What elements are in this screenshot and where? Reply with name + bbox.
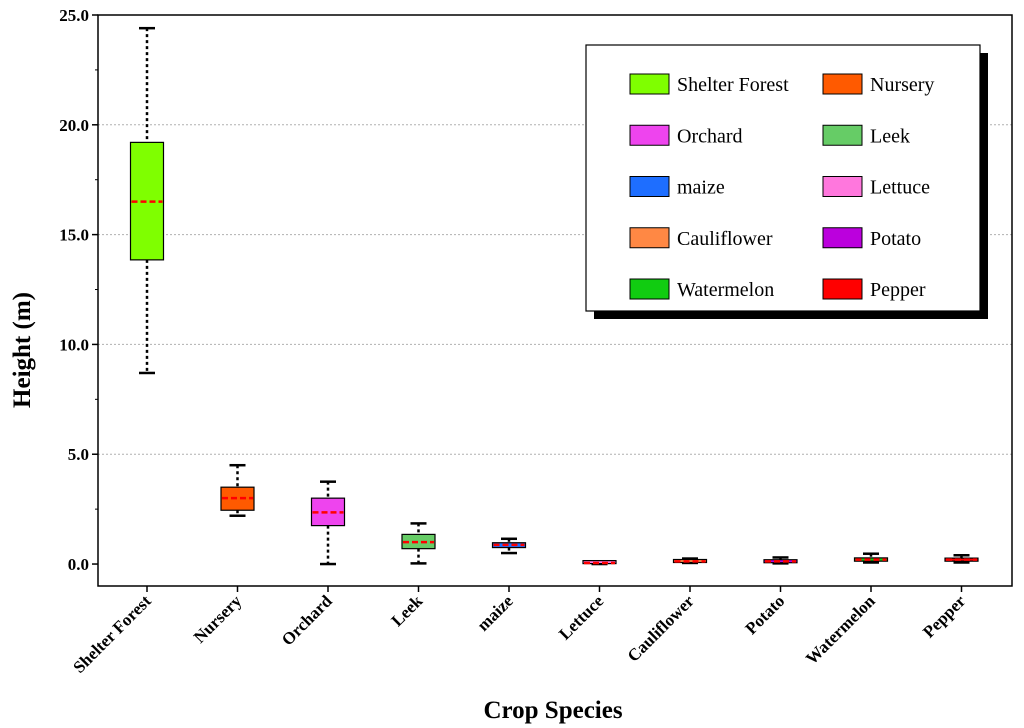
legend-swatch bbox=[822, 124, 863, 146]
box bbox=[401, 533, 436, 550]
box bbox=[763, 559, 798, 564]
legend-label: Lettuce bbox=[870, 177, 930, 199]
box bbox=[853, 557, 889, 562]
box bbox=[491, 542, 527, 549]
legend-swatch bbox=[629, 278, 670, 300]
x-tick-label: Potato bbox=[742, 591, 789, 638]
y-tick-label: 10.0 bbox=[59, 335, 89, 354]
x-tick-label: Leek bbox=[388, 591, 427, 630]
box bbox=[672, 558, 708, 564]
legend-swatch bbox=[822, 73, 863, 95]
legend-swatch bbox=[629, 124, 670, 146]
plot-frame bbox=[97, 14, 1013, 587]
x-tick-label: Orchard bbox=[278, 591, 336, 649]
box bbox=[129, 141, 165, 261]
y-tick-label: 5.0 bbox=[68, 445, 89, 464]
legend-swatch bbox=[629, 73, 670, 95]
x-axis-title: Crop Species bbox=[483, 697, 622, 724]
legend-swatch bbox=[629, 227, 670, 249]
x-tick-label: Lettuce bbox=[555, 591, 607, 643]
legend-swatch bbox=[822, 176, 863, 197]
legend-swatch bbox=[629, 176, 670, 197]
x-tick-label: maize bbox=[473, 591, 517, 635]
box bbox=[220, 486, 255, 511]
y-tick-label: 0.0 bbox=[68, 555, 89, 574]
legend-label: Cauliflower bbox=[677, 228, 773, 250]
y-tick-label: 15.0 bbox=[59, 226, 89, 245]
y-axis-title: Height (m) bbox=[9, 292, 36, 408]
y-tick-label: 25.0 bbox=[59, 6, 89, 25]
boxes bbox=[129, 26, 979, 566]
legend: Shelter Forest Nursery Orchard Leek maize Let… bbox=[585, 44, 988, 319]
legend-swatch bbox=[822, 278, 863, 300]
legend-label: Nursery bbox=[870, 74, 934, 96]
x-tick-label: Cauliflower bbox=[624, 591, 699, 666]
legend-label: Shelter Forest bbox=[677, 74, 789, 96]
box bbox=[944, 557, 979, 562]
legend-label: maize bbox=[677, 177, 725, 199]
legend-label: Potato bbox=[870, 228, 921, 250]
legend-label: Leek bbox=[870, 125, 910, 147]
x-tick-label: Watermelon bbox=[802, 591, 879, 668]
legend-label: Pepper bbox=[870, 279, 926, 301]
x-tick-label: Nursery bbox=[190, 591, 246, 647]
legend-label: Watermelon bbox=[677, 279, 774, 301]
legend-swatch bbox=[822, 227, 863, 249]
box bbox=[582, 559, 617, 565]
legend-label: Orchard bbox=[677, 125, 743, 147]
y-tick-label: 20.0 bbox=[59, 116, 89, 135]
x-tick-label: Shelter Forest bbox=[69, 591, 155, 677]
x-tick-label: Pepper bbox=[919, 591, 969, 641]
